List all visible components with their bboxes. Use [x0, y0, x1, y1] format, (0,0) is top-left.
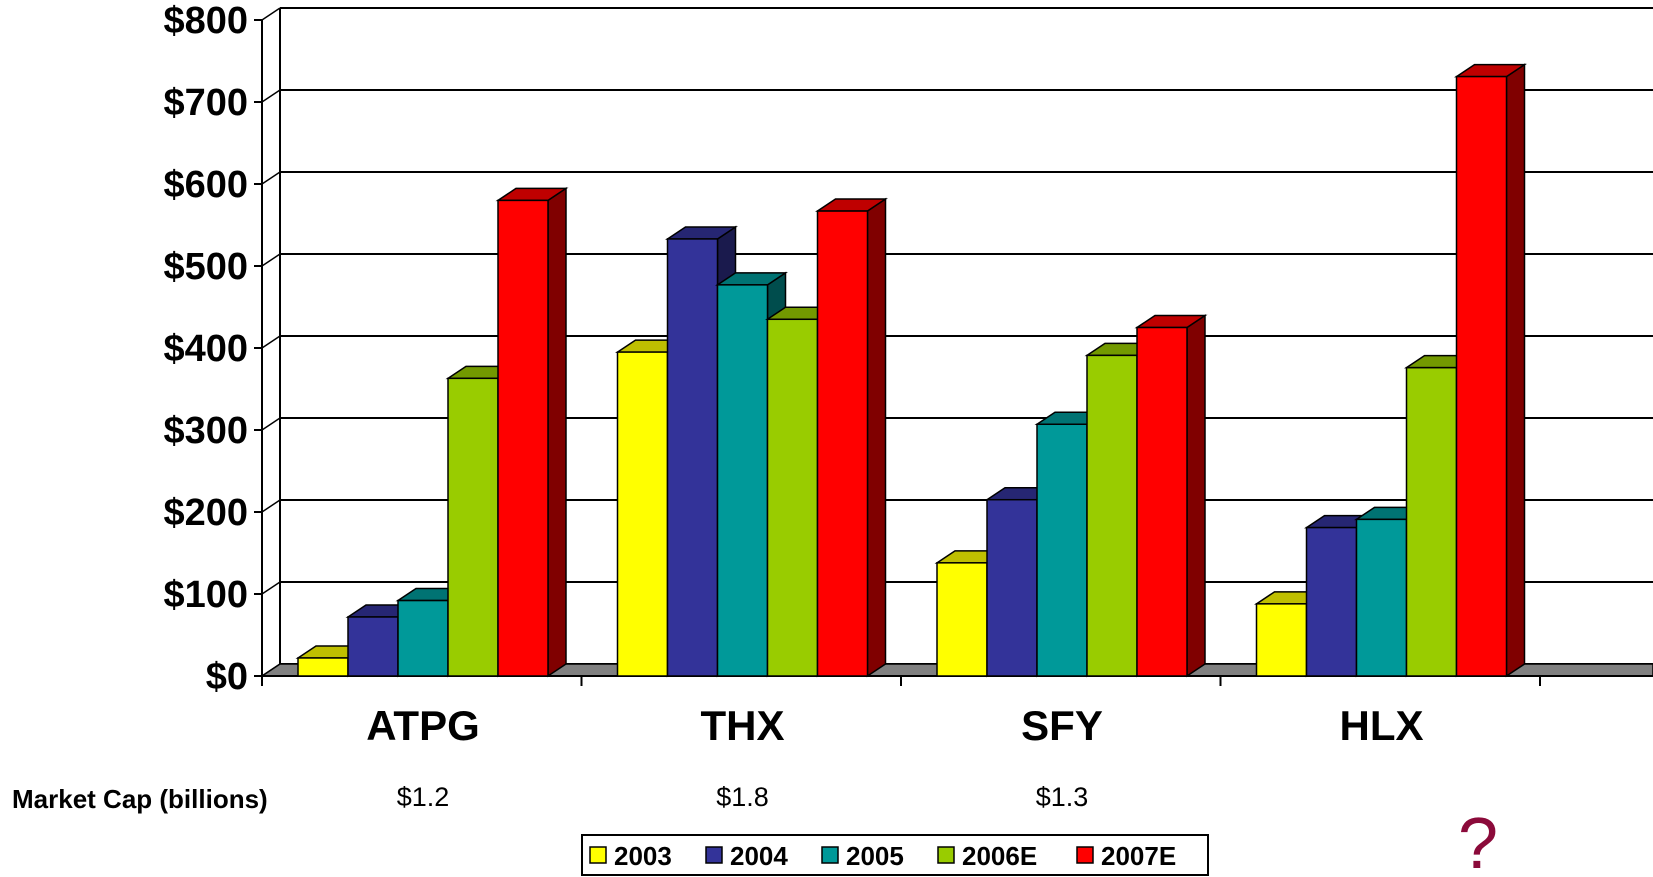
bar-atpg-2004	[347, 616, 399, 677]
bar-sfy-2004	[986, 498, 1038, 677]
category-label: HLX	[1340, 702, 1424, 749]
y-tick-label: $700	[163, 82, 248, 124]
gridline-side	[261, 89, 281, 103]
y-tick-label: $0	[206, 656, 248, 698]
bar-hlx-2004	[1305, 526, 1358, 677]
hlx-question-mark: ?	[1458, 804, 1498, 877]
category-label: SFY	[1021, 702, 1103, 749]
bar-sfy-2005	[1036, 423, 1088, 677]
legend-swatch	[705, 846, 723, 864]
bar-thx-2006e	[766, 318, 819, 677]
bar-side	[1505, 63, 1526, 678]
bar-side	[866, 197, 887, 678]
labels: Market Cap (billions) ? ATPG $1.2 THX $1.8 S…	[12, 702, 1498, 877]
gridline-side	[261, 253, 281, 267]
bar-sfy-2006e	[1086, 354, 1138, 677]
legend: 2003 2004 2005 2006E 2007E	[581, 834, 1209, 876]
bar-atpg-2006e	[447, 377, 499, 677]
bar-sfy-2003	[936, 562, 988, 677]
legend-label: 2005	[846, 841, 904, 871]
market-cap-value: $1.8	[716, 782, 769, 812]
gridline-side	[261, 581, 281, 595]
legend-box	[581, 834, 1209, 876]
legend-swatch	[937, 846, 955, 864]
legend-label: 2006E	[962, 841, 1037, 871]
legend-label: 2003	[614, 841, 672, 871]
gridline-side	[261, 499, 281, 513]
gridline-side	[261, 335, 281, 349]
market-cap-label: Market Cap (billions)	[12, 784, 268, 814]
category-label: ATPG	[366, 702, 480, 749]
legend-swatch	[821, 846, 839, 864]
legend-swatch	[1076, 846, 1094, 864]
category-label: THX	[701, 702, 785, 749]
y-tick-label: $600	[163, 164, 248, 206]
bar-atpg-2007e	[497, 199, 549, 677]
market-cap-value: $1.2	[397, 782, 450, 812]
legend-swatch	[589, 846, 607, 864]
bar-sfy-2007e	[1136, 326, 1188, 677]
bar-thx-2003	[616, 351, 669, 677]
bar-hlx-2007e	[1455, 75, 1508, 677]
bar-side	[1186, 314, 1206, 678]
axes: $0 $100 $200 $300 $400 $500 $600 $700 $800	[163, 0, 1653, 698]
y-tick-label: $500	[163, 246, 248, 288]
bar-thx-2005	[716, 284, 769, 677]
gridline-side	[261, 7, 281, 21]
bar-side	[547, 186, 567, 678]
bar-thx-2004	[666, 238, 719, 677]
legend-label: 2007E	[1101, 841, 1176, 871]
bars	[295, 63, 1527, 678]
bar-atpg-2003	[297, 657, 349, 677]
gridline-side	[261, 417, 281, 431]
bar-hlx-2005	[1355, 518, 1408, 677]
y-tick-label: $800	[163, 0, 248, 42]
y-tick-label: $400	[163, 328, 248, 370]
y-tick-label: $200	[163, 492, 248, 534]
y-tick-label: $100	[163, 574, 248, 616]
legend-label: 2004	[730, 841, 788, 871]
bar-thx-2007e	[816, 210, 869, 677]
market-cap-value: $1.3	[1036, 782, 1089, 812]
bar-hlx-2003	[1255, 603, 1308, 677]
bar-hlx-2006e	[1405, 366, 1458, 677]
y-tick-label: $300	[163, 410, 248, 452]
bar-atpg-2005	[397, 599, 449, 677]
gridline-side	[261, 171, 281, 185]
